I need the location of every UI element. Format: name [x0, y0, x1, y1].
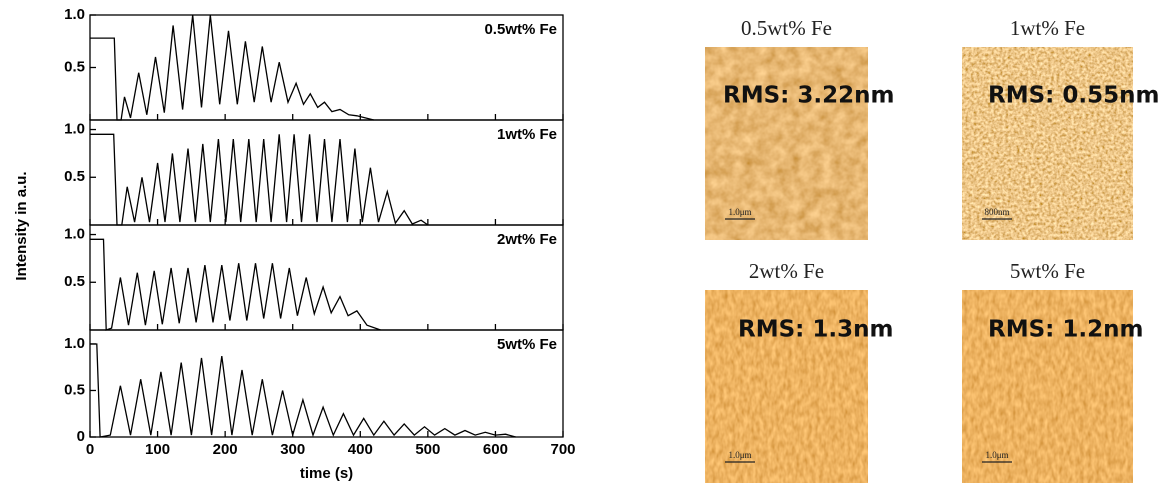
x-tick-label: 200	[213, 441, 238, 458]
image-title: 2wt% Fe	[749, 259, 824, 283]
rms-label: RMS: 0.55nm	[988, 83, 1159, 109]
scale-label: 1.0μm	[728, 450, 751, 460]
y-tick-label: 0	[77, 428, 85, 445]
legend-label: 0.5wt% Fe	[484, 21, 557, 38]
x-tick-label: 300	[280, 441, 305, 458]
plot-frame	[89, 119, 564, 226]
data-line	[90, 133, 429, 226]
x-tick-label: 400	[348, 441, 373, 458]
x-tick-label: 100	[145, 441, 170, 458]
y-tick-label: 1.0	[64, 121, 85, 138]
image-title: 0.5wt% Fe	[741, 16, 832, 40]
scale-label: 1.0μm	[728, 207, 751, 217]
x-tick-label: 700	[550, 441, 575, 458]
image-title: 1wt% Fe	[1010, 16, 1085, 40]
data-line	[90, 14, 374, 121]
y-tick-label: 1.0	[64, 6, 85, 23]
image-title: 5wt% Fe	[1010, 259, 1085, 283]
y-axis-label: Intensity in a.u.	[13, 171, 30, 280]
rms-label: RMS: 1.3nm	[738, 317, 893, 343]
y-tick-label: 0.5	[64, 381, 85, 398]
scale-label: 1.0μm	[985, 450, 1008, 460]
data-line	[90, 343, 516, 438]
data-line	[90, 238, 381, 331]
legend-label: 5wt% Fe	[497, 336, 557, 353]
y-tick-label: 0.5	[64, 58, 85, 75]
y-tick-label: 1.0	[64, 335, 85, 352]
x-tick-label: 500	[415, 441, 440, 458]
scale-label: 800nm	[984, 207, 1009, 217]
afm-image	[962, 47, 1133, 240]
rms-label: RMS: 1.2nm	[988, 317, 1143, 343]
y-tick-label: 0.5	[64, 273, 85, 290]
plot-frame	[89, 329, 564, 438]
afm-images	[705, 47, 1133, 483]
x-tick-label: 600	[483, 441, 508, 458]
rms-label: RMS: 3.22nm	[723, 83, 894, 109]
y-tick-label: 1.0	[64, 226, 85, 243]
x-axis-label: time (s)	[300, 465, 353, 482]
x-tick-label: 0	[86, 441, 94, 458]
legend-label: 2wt% Fe	[497, 231, 557, 248]
afm-image	[705, 290, 868, 483]
y-tick-label: 0.5	[64, 168, 85, 185]
afm-image	[962, 290, 1133, 483]
afm-image	[705, 47, 868, 240]
legend-label: 1wt% Fe	[497, 126, 557, 143]
